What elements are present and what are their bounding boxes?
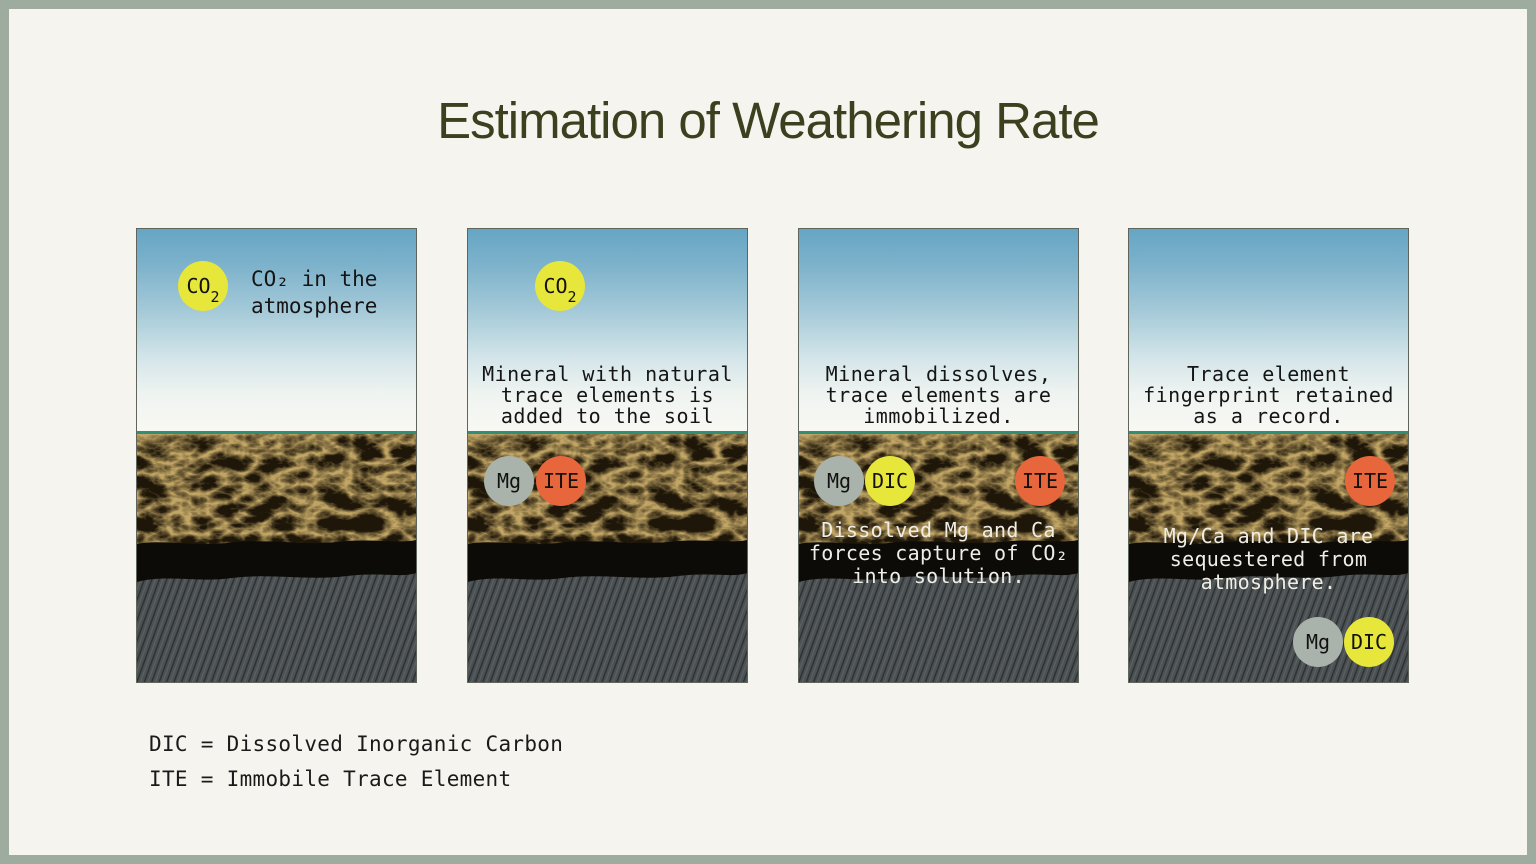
- caption-line: Mineral with natural: [482, 362, 733, 386]
- ite-badge: ITE: [536, 456, 586, 506]
- soil-note-line: Mg/Ca and DIC are: [1163, 524, 1374, 548]
- panel-mineral-added: CO2 Mineral with natural trace elements …: [467, 228, 748, 683]
- atmosphere-label: CO₂ in the atmosphere: [251, 266, 377, 320]
- co2-badge-label: CO2: [543, 274, 577, 306]
- soil-surface-line: [1129, 431, 1408, 434]
- panel-co2-atmosphere: CO2 CO₂ in the atmosphere: [136, 228, 417, 683]
- sky-layer: [799, 229, 1078, 431]
- soil-note-line: sequestered from: [1169, 547, 1368, 571]
- dic-badge: DIC: [1344, 617, 1394, 667]
- ite-badge-label: ITE: [1021, 469, 1059, 493]
- mg-badge: Mg: [814, 456, 864, 506]
- sky-layer: [137, 229, 416, 431]
- panel-caption: Mineral dissolves, trace elements are im…: [799, 364, 1078, 427]
- ground-illustration: [137, 434, 416, 682]
- caption-line: Trace element: [1186, 362, 1351, 386]
- co2-badge-label: CO2: [186, 274, 220, 306]
- caption-line: trace elements is: [500, 383, 715, 407]
- co2-badge: CO2: [535, 261, 585, 311]
- caption-line: as a record.: [1193, 404, 1344, 428]
- slide-background: Estimation of Weathering Rate CO2 CO₂ in…: [9, 9, 1527, 855]
- soil-note-line: forces capture of CO₂: [808, 541, 1069, 565]
- soil-note: Mg/Ca and DIC are sequestered from atmos…: [1129, 525, 1408, 594]
- caption-line: trace elements are: [825, 383, 1052, 407]
- panel-caption: Trace element fingerprint retained as a …: [1129, 364, 1408, 427]
- soil-surface-line: [468, 431, 747, 434]
- caption-line: fingerprint retained: [1143, 383, 1394, 407]
- sky-layer: [1129, 229, 1408, 431]
- soil-surface-line: [137, 431, 416, 434]
- atmosphere-label-line: atmosphere: [251, 294, 378, 318]
- legend-line-dic: DIC = Dissolved Inorganic Carbon: [149, 732, 564, 756]
- caption-line: Mineral dissolves,: [825, 362, 1052, 386]
- soil-note: Dissolved Mg and Ca forces capture of CO…: [799, 519, 1078, 588]
- dic-badge: DIC: [865, 456, 915, 506]
- ite-badge: ITE: [1015, 456, 1065, 506]
- soil-note-line: into solution.: [852, 564, 1025, 588]
- atmosphere-label-line: CO₂ in the: [251, 267, 378, 291]
- panel-trace-record: Trace element fingerprint retained as a …: [1128, 228, 1409, 683]
- ite-badge-label: ITE: [1351, 469, 1389, 493]
- soil-note-line: Dissolved Mg and Ca: [821, 518, 1056, 542]
- caption-line: added to the soil: [500, 404, 715, 428]
- mg-badge-label: Mg: [496, 469, 522, 493]
- page-title: Estimation of Weathering Rate: [437, 92, 1100, 149]
- ground-layers: [137, 434, 416, 682]
- dic-badge-label: DIC: [1350, 630, 1388, 654]
- mg-badge: Mg: [484, 456, 534, 506]
- ite-badge-label: ITE: [542, 469, 580, 493]
- sky-layer: [468, 229, 747, 431]
- ite-badge: ITE: [1345, 456, 1395, 506]
- caption-line: immobilized.: [863, 404, 1014, 428]
- legend-line-ite: ITE = Immobile Trace Element: [149, 767, 512, 791]
- mg-badge-label: Mg: [1305, 630, 1331, 654]
- soil-surface-line: [799, 431, 1078, 434]
- co2-badge: CO2: [178, 261, 228, 311]
- panel-caption: Mineral with natural trace elements is a…: [468, 364, 747, 427]
- legend: DIC = Dissolved Inorganic Carbon ITE = I…: [149, 727, 563, 797]
- panel-mineral-dissolves: Mineral dissolves, trace elements are im…: [798, 228, 1079, 683]
- mg-badge: Mg: [1293, 617, 1343, 667]
- dic-badge-label: DIC: [871, 469, 909, 493]
- soil-note-line: atmosphere.: [1200, 570, 1337, 594]
- mg-badge-label: Mg: [826, 469, 852, 493]
